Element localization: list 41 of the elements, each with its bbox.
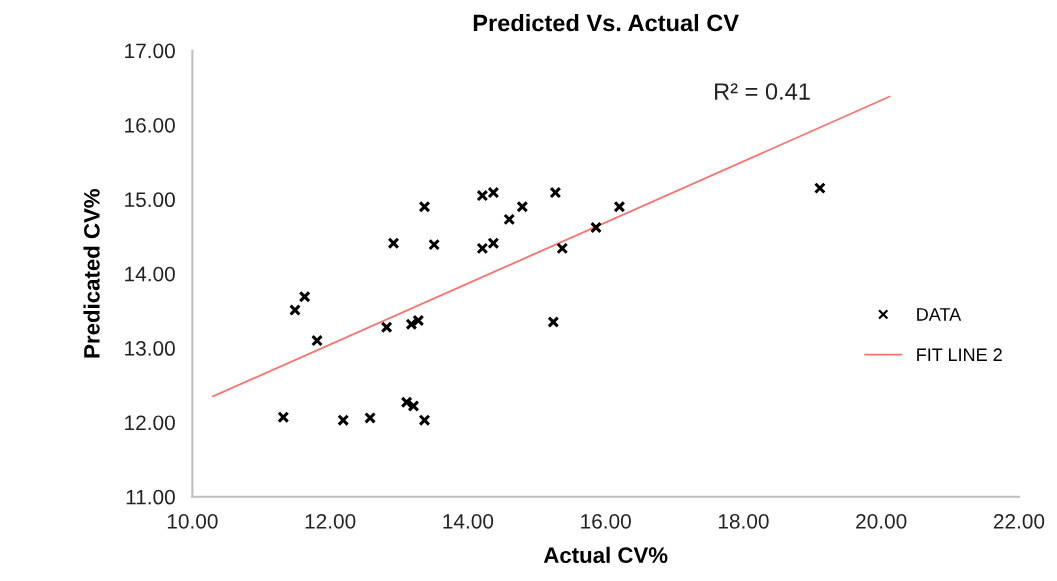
x-axis-title: Actual CV%: [543, 546, 668, 564]
point: [590, 221, 602, 234]
point: [337, 414, 350, 427]
chart-title: Predicted Vs. Actual CV: [473, 13, 739, 32]
point: [516, 200, 529, 213]
legend-label: FIT LINE 2: [917, 348, 1002, 361]
point: [428, 238, 441, 251]
point: [418, 414, 431, 427]
point: [387, 237, 400, 250]
annotation: R² = 0.41: [715, 83, 810, 100]
x-tick-label: 22.00: [993, 513, 1045, 529]
point: [547, 316, 560, 328]
x-tick-label: 18.00: [718, 513, 769, 529]
point: [556, 242, 569, 255]
x-tick-label: 12.00: [305, 513, 356, 529]
point: [380, 321, 393, 334]
point: [549, 186, 562, 199]
y-tick-label: 15.00: [125, 192, 175, 208]
point: [418, 200, 431, 213]
point: [298, 290, 311, 303]
point: [813, 182, 826, 195]
y-tick-label: 16.00: [125, 117, 175, 133]
x-tick-label: 14.00: [443, 513, 494, 529]
legend-label: DATA: [917, 308, 962, 321]
point: [476, 242, 489, 255]
point: [364, 412, 377, 424]
y-tick-label: 17.00: [125, 43, 175, 59]
x-tick-label: 16.00: [581, 513, 631, 529]
y-tick-label: 13.00: [125, 341, 175, 356]
point: [289, 304, 301, 317]
y-tick-label: 14.00: [125, 266, 175, 282]
y-tick-label: 11.00: [126, 489, 175, 505]
y-axis-title: Predicated CV%: [83, 189, 100, 358]
point: [503, 213, 516, 226]
x-tick-label: 20.00: [856, 513, 907, 529]
point: [311, 334, 323, 347]
point: [613, 200, 626, 213]
point: [487, 237, 500, 250]
point: [277, 411, 290, 424]
y-tick-label: 12.00: [125, 415, 175, 431]
x-tick-label: 10.00: [167, 513, 218, 529]
